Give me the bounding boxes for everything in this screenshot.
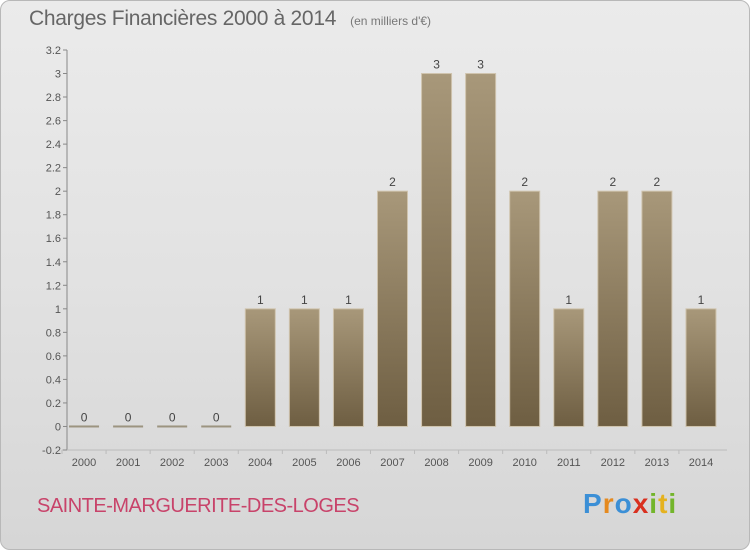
bar-value-label: 0 [213,410,220,424]
x-tick-label: 2004 [248,457,272,469]
x-tick-label: 2014 [689,457,713,469]
bar-value-label: 3 [433,58,440,72]
bar-value-label: 0 [125,410,132,424]
y-tick-label: 0.4 [46,374,61,386]
bar-value-label: 1 [565,293,572,307]
y-tick-label: 2.8 [46,92,61,104]
bar-2014 [685,308,717,427]
logo-letter: o [614,488,633,519]
bar-2006 [332,308,364,427]
place-name: SAINTE-MARGUERITE-DES-LOGES [37,495,360,517]
bar-value-label: 1 [301,293,308,307]
y-tick-label: 0.8 [46,327,61,339]
bar-value-label: 1 [257,293,264,307]
bar-2005 [288,308,320,427]
bar-value-label: 2 [389,175,396,189]
y-tick-label: 0 [55,421,61,433]
y-tick-label: 1.6 [46,233,61,245]
y-tick-label: 1.8 [46,210,61,222]
logo-letter: i [649,488,659,519]
logo-letter: i [668,488,678,519]
y-tick-label: 1.4 [46,257,61,269]
y-tick-label: 1.2 [46,280,61,292]
x-tick-label: 2007 [380,457,404,469]
bar-2008 [421,73,453,427]
bar-value-label: 0 [169,410,176,424]
bar-2001 [113,425,144,428]
bar-value-label: 1 [345,293,352,307]
y-tick-label: 2.6 [46,116,61,128]
x-tick-label: 2013 [645,457,669,469]
x-tick-label: 2002 [160,457,184,469]
y-axis: -0.2 0 0.2 0.4 0.6 0.8 1 1.2 1.4 1.6 1.8 2 2.2 2.4 2.6… [42,45,727,457]
y-tick-label: 2.2 [46,163,61,175]
x-tick-label: 2001 [116,457,140,469]
logo-letter: t [658,488,669,519]
bar-value-label: 2 [609,175,616,189]
x-tick-label: 2012 [601,457,625,469]
x-tick-label: 2011 [557,457,581,469]
bar-2004 [244,308,276,427]
proxiti-logo: Proxiti [583,488,677,520]
y-tick-label: 1 [55,304,61,316]
y-tick-label: -0.2 [42,445,61,457]
logo-letter: x [632,488,650,519]
bar-2011 [553,308,585,427]
bar-value-label: 2 [521,175,528,189]
chart-title: Charges Financières 2000 à 2014 (en milli… [29,7,431,31]
bar-2003 [201,425,232,428]
x-tick-label: 2006 [336,457,360,469]
x-tick-label: 2005 [292,457,316,469]
logo-letter: P [583,488,603,519]
x-tick-label: 2010 [512,457,536,469]
bar-2010 [509,190,541,427]
bar-value-label: 3 [477,58,484,72]
bar-value-label: 0 [81,410,88,424]
y-tick-label: 3.2 [46,45,61,57]
bar-2013 [641,190,673,427]
y-tick-label: 3 [55,69,61,81]
bar-2000 [69,425,100,428]
bars-group: 0 0 0 0 1 1 1 2 3 3 2 1 2 2 1 [69,58,717,428]
bar-value-label: 2 [654,175,661,189]
logo-letter: r [602,488,615,519]
bar-2002 [157,425,188,428]
y-tick-label: 2 [55,186,61,198]
bar-2007 [377,190,408,427]
x-tick-label: 2003 [204,457,228,469]
chart-title-text: Charges Financières 2000 à 2014 [29,7,337,30]
chart-subtitle: (en milliers d'€) [350,14,432,28]
y-tick-label: 0.6 [46,351,61,363]
y-tick-label: 2.4 [46,139,61,151]
x-axis-labels: 2000 2001 2002 2003 2004 2005 2006 2007 2008 2009… [61,450,713,469]
bar-2012 [597,190,629,427]
y-tick-label: 0.2 [46,398,61,410]
x-tick-label: 2009 [468,457,492,469]
bar-2009 [465,73,497,427]
bar-value-label: 1 [698,293,705,307]
x-tick-label: 2008 [424,457,448,469]
x-tick-label: 2000 [72,457,96,469]
